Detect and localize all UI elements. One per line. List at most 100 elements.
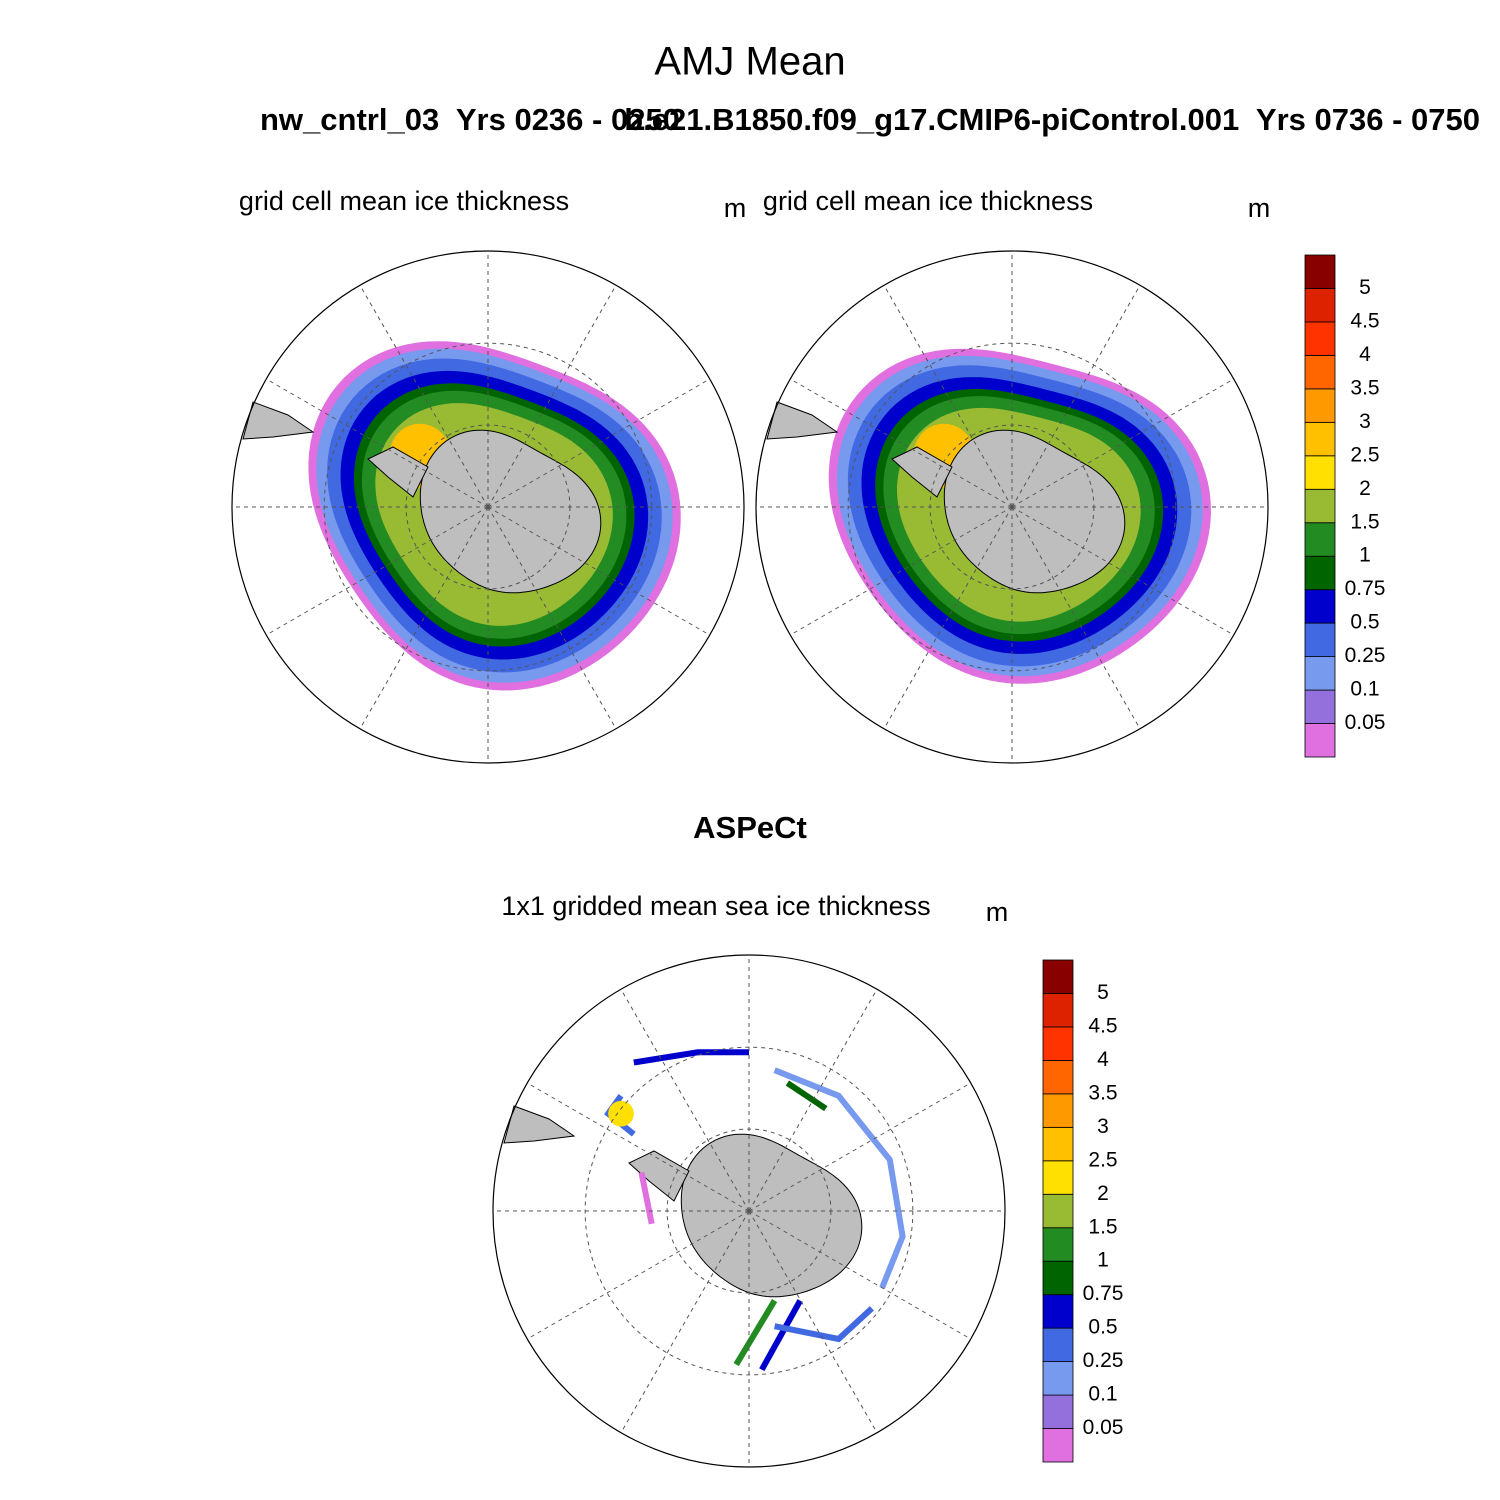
map-border xyxy=(231,250,745,764)
map-border xyxy=(755,250,1269,764)
colorbar-box xyxy=(1304,689,1336,724)
meridian xyxy=(266,506,489,636)
colorbar-box xyxy=(1042,1361,1074,1396)
colorbar-label: 1.5 xyxy=(1350,510,1379,533)
meridian xyxy=(883,285,1013,508)
colorbar-box xyxy=(1042,1394,1074,1429)
colorbar-label: 1 xyxy=(1097,1249,1109,1272)
antarctica xyxy=(680,1133,863,1298)
parallel xyxy=(666,1128,832,1294)
colorbar-box xyxy=(1304,421,1336,457)
meridian xyxy=(487,506,617,729)
obs-title: ASPeCt xyxy=(693,810,807,845)
colorbar-box xyxy=(1304,288,1336,323)
colorbar-label: 4 xyxy=(1359,343,1371,366)
colorbar-box xyxy=(1042,1126,1074,1162)
colorbar-box xyxy=(1304,254,1336,289)
meridian xyxy=(1011,285,1141,508)
colorbar: 0.05 0.1 0.25 0.5 0.75 1 1.5 2 2.5 3 3.5 4 4.5 5 xyxy=(1304,254,1386,758)
colorbar-box xyxy=(1304,321,1336,356)
colorbar-label: 5 xyxy=(1097,981,1109,1004)
colorbar-label: 0.05 xyxy=(1345,711,1386,734)
panel-title: grid cell mean ice thickness xyxy=(239,186,569,216)
parallel xyxy=(323,342,653,672)
ice-patch xyxy=(608,1100,634,1127)
colorbar-label: 3.5 xyxy=(1088,1081,1117,1104)
colorbar-box xyxy=(1304,555,1336,591)
colorbar-box xyxy=(1042,1160,1074,1195)
case-title: b.e21.B1850.f09_g17.CMIP6-piControl.001 … xyxy=(624,102,1480,137)
panel-units: m xyxy=(1248,193,1271,223)
colorbar-box xyxy=(1042,1260,1074,1296)
colorbar-box xyxy=(1042,1026,1074,1061)
parallel xyxy=(405,424,571,590)
colorbar-box xyxy=(1042,1227,1074,1262)
meridian xyxy=(748,1210,878,1433)
colorbar-box xyxy=(1042,1093,1074,1128)
colorbar-label: 2 xyxy=(1097,1182,1109,1205)
meridian xyxy=(527,1210,750,1340)
ship-track xyxy=(638,1172,655,1225)
colorbar-box xyxy=(1304,488,1336,524)
south-america xyxy=(242,401,315,440)
colorbar-box xyxy=(1304,589,1336,624)
ship-track xyxy=(759,1299,803,1372)
colorbar-label: 2.5 xyxy=(1350,443,1379,466)
meridian xyxy=(1011,506,1141,729)
parallel xyxy=(584,1046,914,1376)
peninsula xyxy=(628,1150,690,1202)
meridian xyxy=(620,1210,750,1433)
obs-subtitle: 1x1 gridded mean sea ice thickness xyxy=(501,891,930,921)
obs-units: m xyxy=(986,897,1009,927)
meridian xyxy=(1011,378,1234,508)
colorbar-box xyxy=(1042,1060,1074,1095)
polar-map xyxy=(755,250,1269,764)
colorbar-label: 4 xyxy=(1097,1048,1109,1071)
colorbar-label: 4.5 xyxy=(1088,1014,1117,1037)
meridian xyxy=(790,378,1013,508)
colorbar-label: 3.5 xyxy=(1350,376,1379,399)
ship-track xyxy=(774,1306,874,1343)
meridian xyxy=(790,506,1013,636)
meridian xyxy=(487,378,710,508)
polar-map xyxy=(492,954,1006,1468)
meridian xyxy=(620,989,750,1212)
colorbar-label: 0.1 xyxy=(1350,678,1379,701)
colorbar-label: 1.5 xyxy=(1088,1215,1117,1238)
colorbar-box xyxy=(1304,723,1336,758)
case-title: nw_cntrl_03 Yrs 0236 - 0250 xyxy=(260,102,680,137)
parallel xyxy=(847,342,1177,672)
ship-track xyxy=(773,1067,906,1289)
meridian xyxy=(748,1082,971,1212)
colorbar-box xyxy=(1304,388,1336,423)
meridian xyxy=(748,1210,971,1340)
meridian xyxy=(748,989,878,1212)
meridian xyxy=(487,506,710,636)
meridian xyxy=(266,378,489,508)
meridian xyxy=(527,1082,750,1212)
colorbar-box xyxy=(1304,656,1336,691)
antarctica xyxy=(943,429,1126,594)
colorbar-label: 0.05 xyxy=(1083,1416,1124,1439)
colorbar-label: 3 xyxy=(1359,410,1371,433)
polar-map xyxy=(231,250,745,764)
south-america xyxy=(503,1105,576,1144)
colorbar-box xyxy=(1042,1428,1074,1463)
antarctica xyxy=(419,429,602,594)
colorbar-box xyxy=(1042,993,1074,1028)
panel-units: m xyxy=(724,193,747,223)
colorbar-label: 0.75 xyxy=(1083,1282,1124,1305)
figure-title: AMJ Mean xyxy=(654,40,845,84)
colorbar-label: 2.5 xyxy=(1088,1148,1117,1171)
colorbar-box xyxy=(1042,1294,1074,1329)
ship-track xyxy=(785,1080,828,1112)
colorbar-label: 0.75 xyxy=(1345,577,1386,600)
parallel xyxy=(929,424,1095,590)
colorbar-box xyxy=(1304,455,1336,490)
colorbar-box xyxy=(1042,1193,1074,1229)
colorbar-label: 5 xyxy=(1359,276,1371,299)
colorbar-label: 0.5 xyxy=(1088,1316,1117,1339)
colorbar-label: 0.25 xyxy=(1345,644,1386,667)
colorbar-label: 2 xyxy=(1359,477,1371,500)
